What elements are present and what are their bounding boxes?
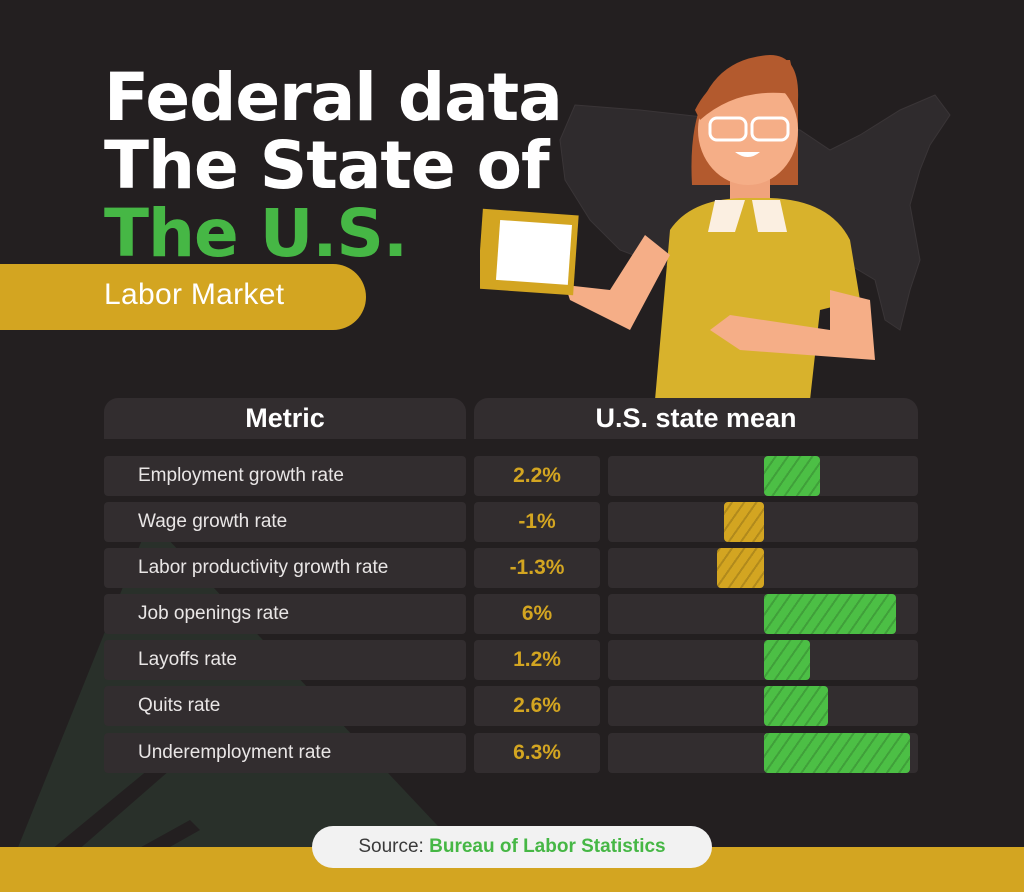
table-row: Labor productivity growth rate -1.3% [0, 548, 1024, 588]
subtitle: Labor Market [104, 278, 285, 311]
table-row: Layoffs rate 1.2% [0, 640, 1024, 680]
metric-label: Labor productivity growth rate [104, 548, 466, 588]
metric-label: Job openings rate [104, 594, 466, 634]
column-header-metric: Metric [104, 398, 466, 439]
metric-label: Quits rate [104, 686, 466, 726]
metric-value: 2.6% [474, 686, 600, 726]
page-title: Federal data The State of The U.S. [104, 59, 563, 272]
bar-track [608, 640, 918, 680]
positive-bar [764, 456, 820, 496]
bar-track [608, 548, 918, 588]
positive-bar [764, 640, 810, 680]
illustration [480, 0, 960, 400]
title-line-1: Federal data [104, 59, 563, 136]
metric-value: 2.2% [474, 456, 600, 496]
positive-bar [764, 733, 910, 773]
metric-value: -1% [474, 502, 600, 542]
metric-label: Layoffs rate [104, 640, 466, 680]
column-header-mean: U.S. state mean [474, 398, 918, 439]
subtitle-banner [0, 264, 366, 330]
metric-value: 6% [474, 594, 600, 634]
negative-bar [717, 548, 764, 588]
bar-track [608, 456, 918, 496]
table-row: Underemployment rate 6.3% [0, 733, 1024, 773]
metric-value: 6.3% [474, 733, 600, 773]
table-row: Job openings rate 6% [0, 594, 1024, 634]
table-row: Quits rate 2.6% [0, 686, 1024, 726]
metric-value: -1.3% [474, 548, 600, 588]
source-label: Source: [358, 836, 424, 857]
title-line-3: The U.S. [104, 195, 408, 272]
table-row: Wage growth rate -1% [0, 502, 1024, 542]
metric-label: Employment growth rate [104, 456, 466, 496]
metric-label: Wage growth rate [104, 502, 466, 542]
bar-track [608, 594, 918, 634]
source-badge: Source: Bureau of Labor Statistics [312, 826, 712, 868]
metric-label: Underemployment rate [104, 733, 466, 773]
bar-track [608, 733, 918, 773]
positive-bar [764, 686, 828, 726]
woman-illustration-icon [480, 55, 875, 400]
negative-bar [724, 502, 764, 542]
positive-bar [764, 594, 896, 634]
source-organization: Bureau of Labor Statistics [429, 836, 666, 857]
title-line-2: The State of [104, 127, 550, 204]
bar-track [608, 686, 918, 726]
metric-value: 1.2% [474, 640, 600, 680]
bar-track [608, 502, 918, 542]
table-row: Employment growth rate 2.2% [0, 456, 1024, 496]
